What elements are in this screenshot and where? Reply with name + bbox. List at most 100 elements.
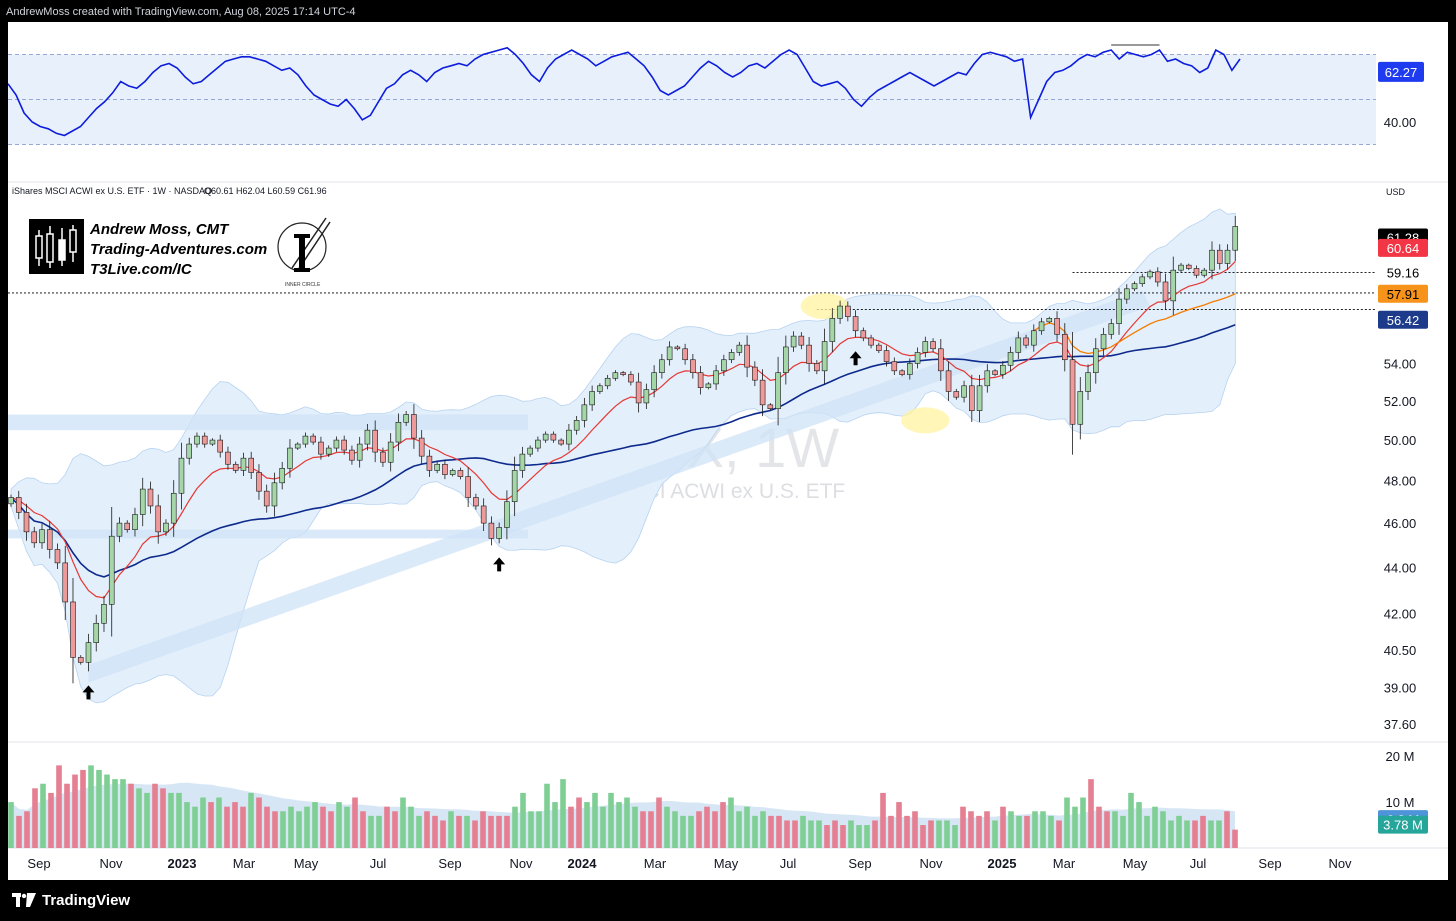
candle-body: [287, 447, 293, 469]
volume-bar: [776, 815, 782, 848]
chart-canvas[interactable]: 62.27 ACWX, 1W iShares MSCI ACWI ex U.S.…: [8, 22, 1448, 880]
candle-body: [263, 490, 270, 507]
candle-body: [535, 439, 541, 449]
arrow-up-icon: [849, 351, 862, 366]
candle-body: [666, 346, 673, 361]
candle-body: [364, 429, 371, 445]
volume-bar: [1008, 811, 1014, 848]
price-tick-label: 46.00: [1384, 516, 1417, 531]
price-badge: [1378, 310, 1428, 329]
highlight-ellipse: [901, 407, 950, 434]
tradingview-logo[interactable]: TradingView: [12, 892, 130, 909]
candle-body: [558, 439, 564, 445]
candle-body: [713, 370, 719, 385]
candle-body: [248, 457, 254, 473]
volume-bar: [64, 783, 70, 848]
price-tick-label: 40.50: [1384, 643, 1417, 658]
price-tick-label: 37.60: [1384, 717, 1417, 732]
volume-tick-label: 10 M: [1386, 795, 1415, 810]
candle-body: [341, 439, 347, 451]
arrow-up-icon: [82, 685, 95, 700]
x-tick-label: Nov: [919, 856, 943, 871]
volume-bar: [560, 779, 566, 848]
candle-body: [566, 429, 572, 445]
candle-body: [23, 512, 30, 533]
volume-bar: [688, 815, 694, 848]
volume-bar: [936, 820, 942, 848]
price-badge: [1378, 263, 1428, 282]
candle-body: [1185, 264, 1192, 269]
price-tick-label: 42.00: [1384, 607, 1417, 622]
volume-bar: [504, 815, 510, 848]
volume-bar: [800, 815, 806, 848]
candle-body: [403, 414, 409, 423]
price-tick-label: 44.00: [1384, 560, 1417, 575]
volume-bar: [1080, 797, 1086, 848]
volume-bar: [416, 815, 422, 848]
candle-body: [488, 522, 495, 539]
candle-body: [147, 488, 154, 507]
volume-bar: [1208, 820, 1214, 848]
candle-body: [356, 443, 363, 461]
candle-body: [217, 439, 223, 453]
candle-body: [597, 385, 603, 392]
sma-40-line: [10, 323, 1236, 578]
candle-body: [457, 470, 464, 477]
candle-body: [325, 447, 332, 455]
candle-body: [705, 383, 712, 388]
candle-body: [411, 414, 417, 439]
candle-body: [868, 337, 874, 346]
candle-body: [54, 549, 61, 564]
candle-body: [790, 335, 797, 348]
chart-panel[interactable]: 62.27 ACWX, 1W iShares MSCI ACWI ex U.S.…: [8, 22, 1448, 880]
volume-bar: [344, 806, 350, 848]
volume-bar: [616, 802, 622, 848]
candle-body: [1201, 269, 1208, 276]
candle-body: [15, 497, 22, 513]
volume-bar: [752, 815, 758, 848]
x-tick-label: Sep: [27, 856, 50, 871]
volume-bar: [1176, 815, 1182, 848]
candle-body: [1093, 348, 1099, 373]
footer-bar: [0, 880, 1456, 921]
price-tick-label: 39.00: [1384, 681, 1417, 696]
volume-bar: [192, 806, 198, 848]
candle-body: [294, 443, 301, 449]
volume-bar: [400, 797, 406, 848]
candle-body: [1216, 249, 1223, 264]
volume-bar: [488, 815, 494, 848]
volume-bar: [16, 815, 22, 848]
candle-body: [620, 372, 626, 375]
price-pane[interactable]: ACWX, 1W iShares MSCI ACWI ex U.S. ETF i…: [8, 186, 1376, 704]
candle-body: [62, 562, 69, 603]
arrow-up-icon: [493, 557, 506, 572]
candle-body: [101, 604, 107, 624]
volume-bar: [392, 811, 398, 848]
volume-bar: [632, 806, 638, 848]
candle-body: [395, 422, 402, 443]
volume-pane[interactable]: [8, 765, 1238, 848]
volume-bar: [880, 792, 886, 848]
candle-body: [380, 451, 386, 463]
volume-bar: [176, 792, 182, 848]
volume-bar: [904, 815, 910, 848]
volume-bar: [464, 815, 470, 848]
volume-bar: [960, 806, 966, 848]
candle-body: [1116, 298, 1122, 324]
volume-bar: [768, 815, 774, 848]
rsi-pane[interactable]: 62.27: [8, 44, 1424, 145]
volume-bar: [408, 806, 414, 848]
volume-bar: [1000, 806, 1006, 848]
candle-body: [209, 439, 216, 445]
volume-bar: [432, 815, 438, 848]
volume-bar: [8, 802, 14, 848]
volume-bar: [592, 792, 598, 848]
candle-body: [1123, 288, 1130, 300]
candle-body: [1100, 334, 1107, 350]
volume-bar: [536, 811, 542, 848]
candle-body: [163, 522, 169, 533]
volume-bar: [864, 825, 870, 848]
volume-bar: [120, 779, 126, 848]
volume-bar: [352, 797, 358, 848]
volume-bar: [664, 806, 670, 848]
